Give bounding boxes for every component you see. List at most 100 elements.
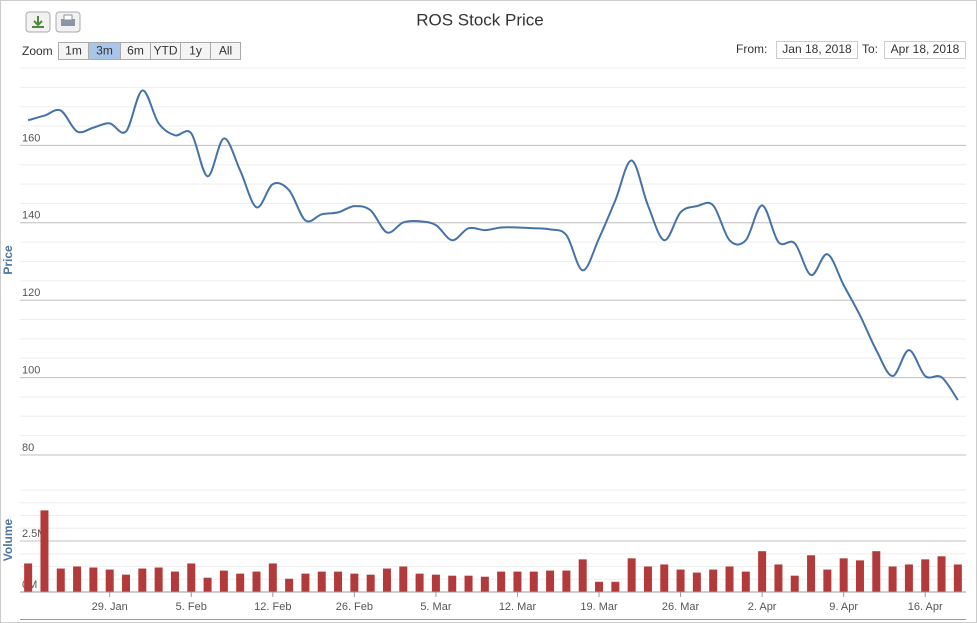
from-label: From: <box>736 42 767 56</box>
y-tick-label: 160 <box>22 132 40 144</box>
volume-bar <box>872 551 881 592</box>
volume-bar <box>643 566 652 592</box>
y-tick-label: 2.5M <box>22 528 46 540</box>
zoom-button-label[interactable]: 1y <box>189 44 202 58</box>
download-icon[interactable] <box>32 16 44 28</box>
y-axis-title: Volume <box>1 518 15 561</box>
volume-bar <box>660 564 669 592</box>
volume-bar <box>529 571 538 592</box>
volume-bar <box>219 570 228 592</box>
volume-bar <box>399 566 408 592</box>
from-date[interactable]: Jan 18, 2018 <box>782 42 852 56</box>
to-input[interactable] <box>884 41 966 59</box>
volume-bar <box>350 573 359 592</box>
x-tick-label: 12. Feb <box>254 601 291 613</box>
volume-bar <box>692 572 701 592</box>
zoom-button-label[interactable]: All <box>219 44 232 58</box>
volume-bar <box>285 578 294 592</box>
volume-bar <box>464 575 473 592</box>
x-tick-label: 9. Apr <box>829 601 858 613</box>
volume-bar <box>40 510 49 592</box>
volume-bar <box>252 571 261 592</box>
volume-bar <box>823 569 832 592</box>
volume-bar <box>839 558 848 592</box>
x-tick-label: 2. Apr <box>748 601 777 613</box>
volume-bar <box>448 575 457 592</box>
volume-bar <box>334 571 343 592</box>
volume-bar <box>807 555 816 592</box>
volume-bar <box>366 574 375 592</box>
volume-bar <box>888 566 897 592</box>
volume-bar <box>203 577 212 592</box>
y-tick-label: 80 <box>22 442 34 454</box>
volume-bar <box>24 563 33 592</box>
x-tick-label: 19. Mar <box>580 601 618 613</box>
volume-bar <box>741 571 750 592</box>
volume-bar <box>562 570 571 592</box>
volume-bar <box>725 566 734 592</box>
x-tick-label: 5. Feb <box>176 601 207 613</box>
volume-bar <box>105 569 114 592</box>
y-tick-label: 120 <box>22 287 40 299</box>
volume-bar <box>790 575 799 592</box>
volume-bar <box>709 569 718 592</box>
to-date[interactable]: Apr 18, 2018 <box>891 42 960 56</box>
volume-bar <box>431 574 440 592</box>
volume-bar <box>301 573 310 592</box>
volume-bar <box>138 568 147 592</box>
zoom-button-label[interactable]: YTD <box>154 44 178 58</box>
volume-bar <box>758 551 767 592</box>
volume-bar <box>122 574 131 592</box>
x-tick-label: 26. Feb <box>336 601 373 613</box>
to-label: To: <box>862 42 878 56</box>
y-tick-label: 100 <box>22 365 40 377</box>
volume-bar <box>627 558 636 592</box>
y-tick-label: 140 <box>22 210 40 222</box>
x-tick-label: 26. Mar <box>662 601 700 613</box>
x-tick-label: 5. Mar <box>420 601 452 613</box>
volume-bar <box>953 564 962 592</box>
print-icon[interactable] <box>61 19 75 26</box>
volume-bar <box>497 571 506 592</box>
print-icon[interactable] <box>63 14 73 21</box>
x-tick-label: 29. Jan <box>92 601 128 613</box>
volume-bar <box>676 569 685 592</box>
x-tick-label: 12. Mar <box>499 601 537 613</box>
volume-bar <box>937 556 946 592</box>
volume-bar <box>415 573 424 592</box>
volume-bar <box>480 576 489 592</box>
volume-bar <box>56 568 65 592</box>
print-button[interactable] <box>55 11 81 33</box>
x-tick-label: 16. Apr <box>908 601 943 613</box>
volume-bar <box>546 570 555 592</box>
volume-bar <box>154 567 163 592</box>
y-axis-title: Price <box>1 245 15 275</box>
volume-bar <box>513 571 522 592</box>
volume-bar <box>578 559 587 592</box>
price-line <box>27 89 959 401</box>
volume-bar <box>774 564 783 592</box>
zoom-label: Zoom <box>22 44 53 58</box>
volume-bar <box>382 568 391 592</box>
volume-bar <box>317 571 326 592</box>
volume-bar <box>904 564 913 592</box>
volume-bar <box>595 581 604 592</box>
zoom-button-label[interactable]: 3m <box>96 44 113 58</box>
volume-bar <box>855 560 864 592</box>
volume-bar <box>611 581 620 592</box>
zoom-button-label[interactable]: 6m <box>127 44 144 58</box>
chart-title: ROS Stock Price <box>416 10 544 29</box>
zoom-button-label[interactable]: 1m <box>65 44 82 58</box>
zoom-button[interactable] <box>210 42 241 60</box>
volume-bar <box>170 571 179 592</box>
volume-bar <box>187 563 196 592</box>
volume-bar <box>236 573 245 592</box>
from-input[interactable] <box>776 41 858 59</box>
volume-bar <box>268 563 277 592</box>
volume-bar <box>921 559 930 592</box>
volume-bar <box>89 567 98 592</box>
download-button[interactable] <box>25 11 51 33</box>
volume-bar <box>73 566 82 592</box>
